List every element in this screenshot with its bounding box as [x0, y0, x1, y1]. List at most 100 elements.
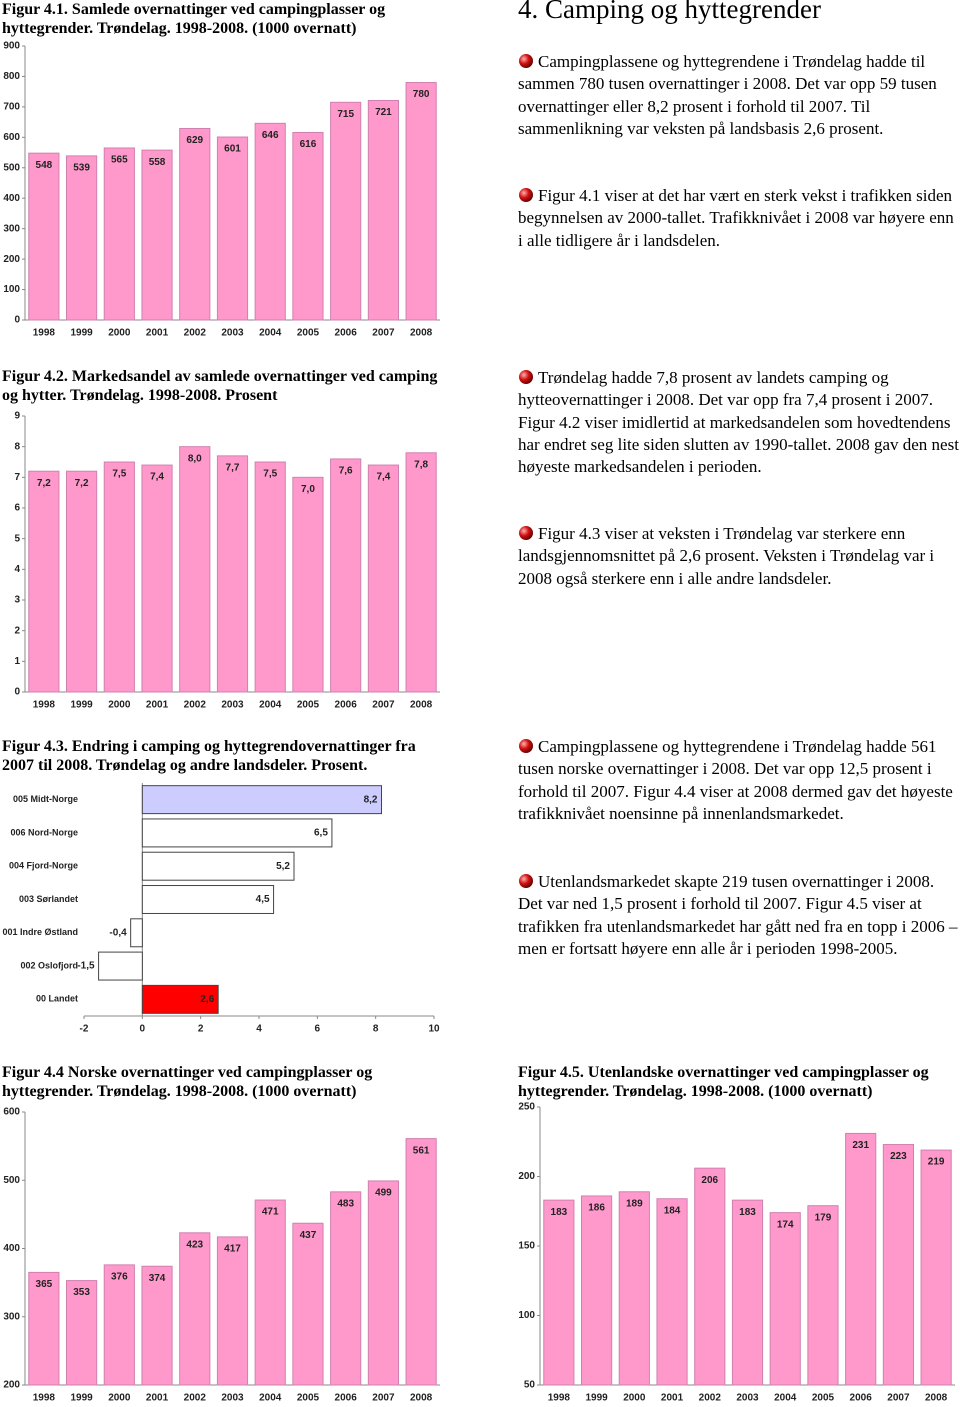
- bar: [141, 851, 295, 881]
- value-label: 376: [111, 1272, 128, 1283]
- x-tick-label: 2: [198, 1024, 204, 1035]
- y-tick-label: 8: [14, 441, 20, 452]
- bullet-icon: [519, 874, 533, 888]
- bar: [694, 1167, 726, 1386]
- x-tick-label: 2002: [184, 1393, 207, 1404]
- paragraph-text: Trøndelag hadde 7,8 prosent av landets c…: [518, 368, 959, 477]
- y-tick-label: 006 Nord-Norge: [10, 827, 78, 837]
- y-tick-label: 100: [518, 1310, 535, 1321]
- x-tick-label: 2005: [297, 1393, 320, 1404]
- figure-title: Figur 4.5. Utenlandske overnattinger ved…: [518, 1064, 929, 1100]
- value-label: 715: [337, 109, 354, 120]
- x-tick-label: 2000: [108, 328, 131, 339]
- y-tick-label: 500: [3, 162, 20, 173]
- figure-title: Figur 4.1. Samlede overnattinger ved cam…: [2, 1, 386, 37]
- y-tick-label: 200: [518, 1171, 535, 1182]
- y-tick-label: 7: [14, 472, 20, 483]
- paragraph-text: Campingplassene og hyttegrendene i Trønd…: [518, 737, 953, 823]
- x-tick-label: 2008: [410, 328, 433, 339]
- bar: [618, 1191, 650, 1386]
- y-tick-label: 4: [14, 564, 20, 575]
- y-tick-label: 200: [3, 254, 20, 265]
- bar: [292, 476, 324, 693]
- paragraph: Campingplassene og hyttegrendene i Trønd…: [518, 51, 960, 140]
- y-tick-label: 400: [3, 1243, 20, 1254]
- x-tick-label: 2005: [297, 700, 320, 711]
- value-label: 437: [300, 1230, 317, 1241]
- value-label: 499: [375, 1188, 392, 1199]
- bar: [216, 136, 249, 321]
- value-label: 7,5: [112, 469, 126, 480]
- bar: [179, 446, 211, 693]
- value-label: 4,5: [256, 894, 270, 905]
- value-label: 417: [224, 1244, 241, 1255]
- bar: [28, 152, 60, 321]
- bar: [543, 1199, 575, 1386]
- bar: [367, 99, 399, 321]
- paragraph: Figur 4.3 viser at veksten i Trøndelag v…: [518, 523, 960, 590]
- paragraph-text: Figur 4.3 viser at veksten i Trøndelag v…: [518, 524, 935, 588]
- x-tick-label: 10: [428, 1024, 440, 1035]
- x-tick-label: 2008: [925, 1393, 948, 1404]
- bar: [292, 131, 324, 321]
- x-tick-label: 2003: [736, 1393, 759, 1404]
- y-tick-label: 1: [14, 656, 20, 667]
- x-tick-label: 2007: [372, 700, 395, 711]
- bar: [216, 1236, 249, 1386]
- x-tick-label: 2003: [221, 700, 244, 711]
- x-tick-label: 2005: [297, 328, 320, 339]
- x-tick-label: 4: [256, 1024, 262, 1035]
- y-tick-label: 001 Indre Østland: [2, 927, 78, 937]
- value-label: 471: [262, 1207, 279, 1218]
- x-tick-label: 2005: [812, 1393, 835, 1404]
- bar: [330, 1191, 362, 1386]
- bar: [179, 128, 211, 321]
- figure-title: Figur 4.4 Norske overnattinger ved campi…: [2, 1064, 373, 1100]
- value-label: 780: [413, 89, 430, 100]
- value-label: 646: [262, 130, 279, 141]
- x-tick-label: 2001: [146, 328, 169, 339]
- value-label: 7,5: [263, 469, 277, 480]
- value-label: 219: [928, 1157, 945, 1168]
- x-tick-label: 2003: [221, 1393, 244, 1404]
- x-tick-label: 8: [373, 1024, 379, 1035]
- x-tick-label: 1999: [70, 328, 93, 339]
- bar: [254, 122, 286, 321]
- bar: [141, 984, 219, 1014]
- x-tick-label: 2006: [335, 700, 358, 711]
- y-tick-label: 300: [3, 1311, 20, 1322]
- value-label: 179: [815, 1212, 832, 1223]
- bar: [845, 1132, 877, 1386]
- x-tick-label: 2000: [623, 1393, 646, 1404]
- value-label: 8,2: [364, 794, 378, 805]
- value-label: 721: [375, 107, 392, 118]
- bar: [141, 885, 275, 914]
- bar: [141, 1265, 173, 1386]
- x-tick-label: 2007: [887, 1393, 910, 1404]
- x-tick-label: 2008: [410, 1393, 433, 1404]
- x-tick-label: 2004: [259, 1393, 282, 1404]
- bar: [130, 918, 143, 948]
- value-label: 206: [701, 1175, 718, 1186]
- bar: [103, 147, 135, 321]
- x-tick-label: 2001: [146, 1393, 169, 1404]
- paragraph-text: Utenlandsmarkedet skapte 219 tusen overn…: [518, 872, 958, 958]
- bar: [330, 458, 362, 693]
- value-label: 5,2: [276, 861, 290, 872]
- x-tick-label: 2002: [184, 700, 207, 711]
- bar: [28, 470, 60, 693]
- value-label: 7,8: [414, 459, 428, 470]
- value-label: 7,4: [150, 472, 164, 483]
- bar: [141, 785, 382, 815]
- value-label: 186: [588, 1203, 605, 1214]
- bar: [66, 1280, 98, 1386]
- value-label: 7,2: [75, 478, 89, 489]
- y-tick-label: 900: [3, 41, 20, 52]
- x-tick-label: 1999: [70, 700, 93, 711]
- x-tick-label: 1998: [33, 1393, 56, 1404]
- value-label: 353: [73, 1287, 90, 1298]
- y-tick-label: 500: [3, 1175, 20, 1186]
- x-tick-label: 2006: [850, 1393, 873, 1404]
- bar: [179, 1232, 211, 1386]
